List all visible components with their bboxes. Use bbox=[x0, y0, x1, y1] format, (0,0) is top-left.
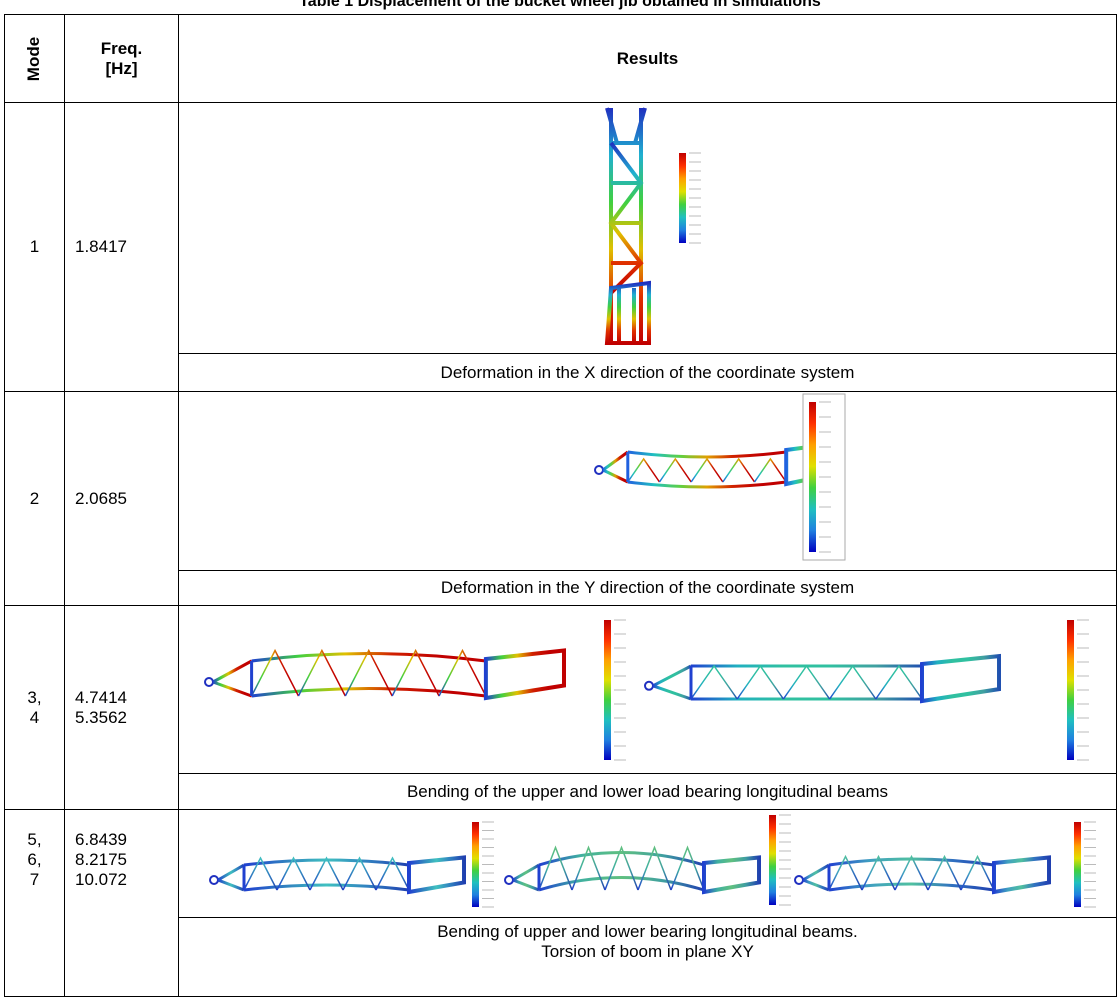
boom-part bbox=[513, 865, 539, 890]
truss bbox=[607, 108, 649, 343]
boom-part bbox=[628, 459, 660, 482]
results-table: Mode Freq.[Hz] Results 1 1.8417 Deformat… bbox=[4, 14, 1117, 997]
boom-part bbox=[803, 865, 829, 890]
boom bbox=[205, 651, 564, 699]
header-cell: Freq.[Hz] bbox=[65, 15, 179, 103]
boom-part bbox=[505, 876, 513, 884]
legend-bar bbox=[679, 153, 686, 243]
mode-cell: 3,4 bbox=[5, 606, 65, 810]
simulation-image bbox=[179, 606, 1117, 773]
mode: 7 bbox=[5, 870, 64, 890]
caption: Deformation in the Y direction of the co… bbox=[179, 571, 1117, 606]
mode: 1 bbox=[5, 237, 64, 257]
freq: 2.0685 bbox=[75, 489, 178, 509]
header-cell: Results bbox=[179, 15, 1117, 103]
boom-part bbox=[691, 666, 737, 699]
mode: 6, bbox=[5, 850, 64, 870]
freq: 6.8439 bbox=[75, 830, 178, 850]
caption-line: Deformation in the Y direction of the co… bbox=[179, 578, 1116, 598]
boom-part bbox=[645, 682, 653, 690]
boom bbox=[210, 858, 464, 893]
caption: Bending of upper and lower bearing longi… bbox=[179, 918, 1117, 997]
caption-line: Bending of the upper and lower load bear… bbox=[179, 782, 1116, 802]
image-cell bbox=[179, 103, 1117, 354]
caption-line: Bending of upper and lower bearing longi… bbox=[179, 922, 1116, 942]
mode-cell: 1 bbox=[5, 103, 65, 392]
boom-part bbox=[218, 865, 244, 890]
freq: 8.2175 bbox=[75, 850, 178, 870]
simulation-image bbox=[179, 103, 1117, 353]
header-cell: Mode bbox=[5, 15, 65, 103]
mode: 5, bbox=[5, 830, 64, 850]
boom-part bbox=[539, 853, 704, 891]
boom-part bbox=[994, 858, 1049, 893]
boom-part bbox=[876, 666, 922, 699]
boom-part bbox=[755, 459, 787, 482]
caption-line: Torsion of boom in plane XY bbox=[179, 942, 1116, 962]
header-mode: Mode bbox=[24, 36, 44, 80]
boom-part bbox=[409, 858, 464, 893]
legend-bar bbox=[769, 815, 776, 905]
page: {"title":"Table 1 Displacement of the bu… bbox=[0, 0, 1120, 992]
boom-part bbox=[922, 656, 999, 701]
boom bbox=[595, 443, 839, 487]
boom-part bbox=[603, 452, 628, 482]
freq-cell: 1.8417 bbox=[65, 103, 179, 392]
boom bbox=[505, 848, 759, 893]
legend-bar bbox=[809, 402, 816, 552]
legend-bar bbox=[604, 620, 611, 760]
simulation-image bbox=[179, 392, 1117, 570]
simulation-image bbox=[179, 810, 1117, 917]
boom-part bbox=[737, 666, 783, 699]
table-title: Table 1 Displacement of the bucket wheel… bbox=[0, 0, 1120, 11]
truss-part bbox=[611, 143, 641, 293]
boom-part bbox=[213, 661, 252, 696]
caption: Bending of the upper and lower load bear… bbox=[179, 774, 1117, 810]
boom-part bbox=[659, 459, 691, 482]
freq: 5.3562 bbox=[75, 708, 178, 728]
mode: 4 bbox=[5, 708, 64, 728]
freq: 10.072 bbox=[75, 870, 178, 890]
boom-part bbox=[595, 466, 603, 474]
caption-line: Deformation in the X direction of the co… bbox=[179, 363, 1116, 383]
boom-part bbox=[691, 459, 723, 482]
freq: 1.8417 bbox=[75, 237, 178, 257]
caption: Deformation in the X direction of the co… bbox=[179, 354, 1117, 392]
boom-part bbox=[795, 876, 803, 884]
header-freq: Freq. bbox=[65, 39, 178, 59]
boom-part bbox=[723, 459, 755, 482]
boom-part bbox=[653, 666, 691, 699]
legend-bar bbox=[1074, 822, 1081, 907]
header-freq: [Hz] bbox=[65, 59, 178, 79]
boom-part bbox=[210, 876, 218, 884]
mode: 2 bbox=[5, 489, 64, 509]
boom bbox=[795, 857, 1049, 892]
legend-bar bbox=[472, 822, 479, 907]
boom-part bbox=[783, 666, 829, 699]
boom-part bbox=[205, 678, 213, 686]
image-cell bbox=[179, 392, 1117, 571]
freq-cell: 2.0685 bbox=[65, 392, 179, 606]
freq: 4.7414 bbox=[75, 688, 178, 708]
header-row: Mode Freq.[Hz] Results bbox=[5, 15, 1117, 103]
boom bbox=[645, 656, 999, 701]
image-cell bbox=[179, 606, 1117, 774]
mode: 3, bbox=[5, 688, 64, 708]
boom-part bbox=[486, 651, 564, 699]
mode-cell: 2 bbox=[5, 392, 65, 606]
boom-part bbox=[830, 666, 876, 699]
legend-bar bbox=[1067, 620, 1074, 760]
image-cell bbox=[179, 810, 1117, 918]
boom-part bbox=[704, 858, 759, 893]
mode-cell: 5,6,7 bbox=[5, 810, 65, 997]
